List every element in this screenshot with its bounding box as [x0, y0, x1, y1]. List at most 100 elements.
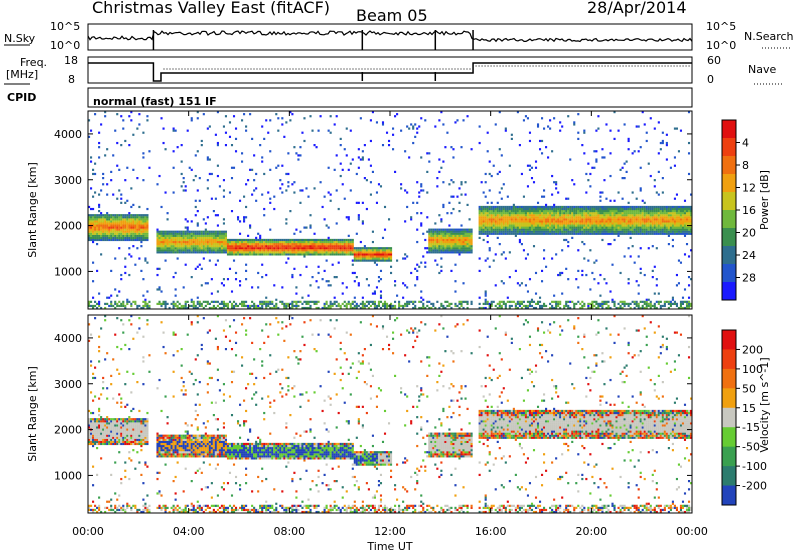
- freq-right-tick-top: 60: [707, 54, 721, 67]
- power-cell: [667, 205, 670, 209]
- power-cell: [236, 216, 240, 219]
- power-cell: [353, 257, 356, 260]
- power-cell: [677, 207, 681, 211]
- power-cell: [253, 240, 256, 244]
- power-cell: [317, 265, 320, 268]
- power-cell: [490, 216, 493, 219]
- power-cell: [335, 222, 338, 225]
- power-cell: [597, 226, 600, 229]
- power-cell: [224, 234, 228, 237]
- power-cell: [410, 300, 413, 303]
- power-cell: [98, 156, 101, 159]
- power-cell: [440, 243, 443, 246]
- power-cell: [605, 214, 608, 217]
- power-cell: [543, 222, 546, 225]
- power-cell: [601, 156, 604, 159]
- power-cell: [655, 220, 658, 223]
- power-cell: [158, 288, 161, 291]
- power-cell: [599, 273, 602, 277]
- velocity-cell: [94, 508, 97, 512]
- power-cell: [595, 207, 598, 211]
- power-cell: [214, 230, 217, 233]
- power-cell: [635, 230, 638, 233]
- power-cell: [132, 218, 135, 221]
- power-cell: [392, 133, 395, 136]
- power-cell: [188, 234, 191, 237]
- power-cell: [110, 224, 113, 227]
- power-cell: [637, 224, 640, 227]
- power-cell: [315, 240, 318, 244]
- power-cell: [198, 243, 201, 246]
- power-cell: [285, 245, 288, 248]
- power-cell: [341, 238, 344, 242]
- power-cell: [547, 125, 550, 128]
- power-cell: [526, 207, 530, 211]
- power-cell: [567, 245, 570, 248]
- power-cell: [603, 278, 606, 281]
- power-cell: [530, 218, 534, 221]
- power-cell: [603, 230, 606, 233]
- power-cell: [591, 205, 594, 209]
- velocity-cell: [96, 438, 99, 441]
- power-cell: [190, 238, 193, 242]
- power-cell: [524, 216, 527, 219]
- power-cell: [275, 247, 278, 250]
- power-cell: [339, 238, 342, 242]
- power-cell: [563, 304, 566, 308]
- power-cell: [126, 218, 129, 221]
- power-cell: [90, 304, 93, 308]
- power-cell: [96, 232, 99, 235]
- power-cell: [557, 212, 560, 215]
- power-cell: [335, 240, 338, 244]
- power-cell: [94, 304, 97, 308]
- power-cell: [514, 302, 517, 306]
- power-cell: [549, 224, 552, 227]
- power-cell: [228, 191, 232, 194]
- power-cell: [319, 243, 322, 246]
- power-cell: [337, 243, 340, 246]
- velocity-cell: [90, 508, 93, 512]
- power-cell: [498, 222, 501, 225]
- power-cell: [641, 220, 644, 223]
- velocity-cell: [92, 434, 95, 437]
- power-cell: [285, 172, 288, 176]
- power-cell: [202, 251, 205, 254]
- power-cell: [385, 249, 389, 252]
- power-cell: [613, 212, 616, 215]
- power-cell: [671, 228, 674, 231]
- power-cell: [532, 230, 536, 233]
- power-cell: [317, 300, 320, 303]
- power-cell: [434, 232, 437, 235]
- power-cell: [293, 232, 296, 235]
- power-cell: [100, 253, 103, 256]
- power-cell: [98, 230, 101, 233]
- power-cell: [555, 216, 558, 219]
- power-cell: [222, 243, 225, 246]
- power-cell: [214, 300, 217, 303]
- power-cell: [214, 306, 217, 310]
- power-cell: [599, 294, 602, 297]
- power-cell: [565, 197, 568, 200]
- power-cell: [428, 232, 431, 235]
- power-cell: [303, 226, 306, 229]
- power-cell: [112, 220, 115, 223]
- power-cell: [468, 249, 471, 252]
- power-cell: [120, 220, 123, 223]
- power-cell: [220, 232, 223, 235]
- power-cell: [212, 238, 215, 242]
- power-cell: [563, 220, 566, 223]
- power-cell: [188, 245, 191, 248]
- velocity-cell: [96, 418, 99, 421]
- power-cell: [359, 251, 362, 254]
- power-cell: [557, 218, 560, 221]
- power-cell: [339, 249, 342, 252]
- power-cell: [190, 230, 193, 233]
- power-cell: [277, 117, 280, 120]
- power-cell: [645, 212, 648, 215]
- power-cell: [369, 119, 372, 122]
- power-cell: [138, 228, 141, 231]
- power-cell: [609, 210, 612, 213]
- power-cell: [98, 220, 101, 223]
- power-cell: [555, 187, 558, 190]
- power-cell: [466, 300, 469, 303]
